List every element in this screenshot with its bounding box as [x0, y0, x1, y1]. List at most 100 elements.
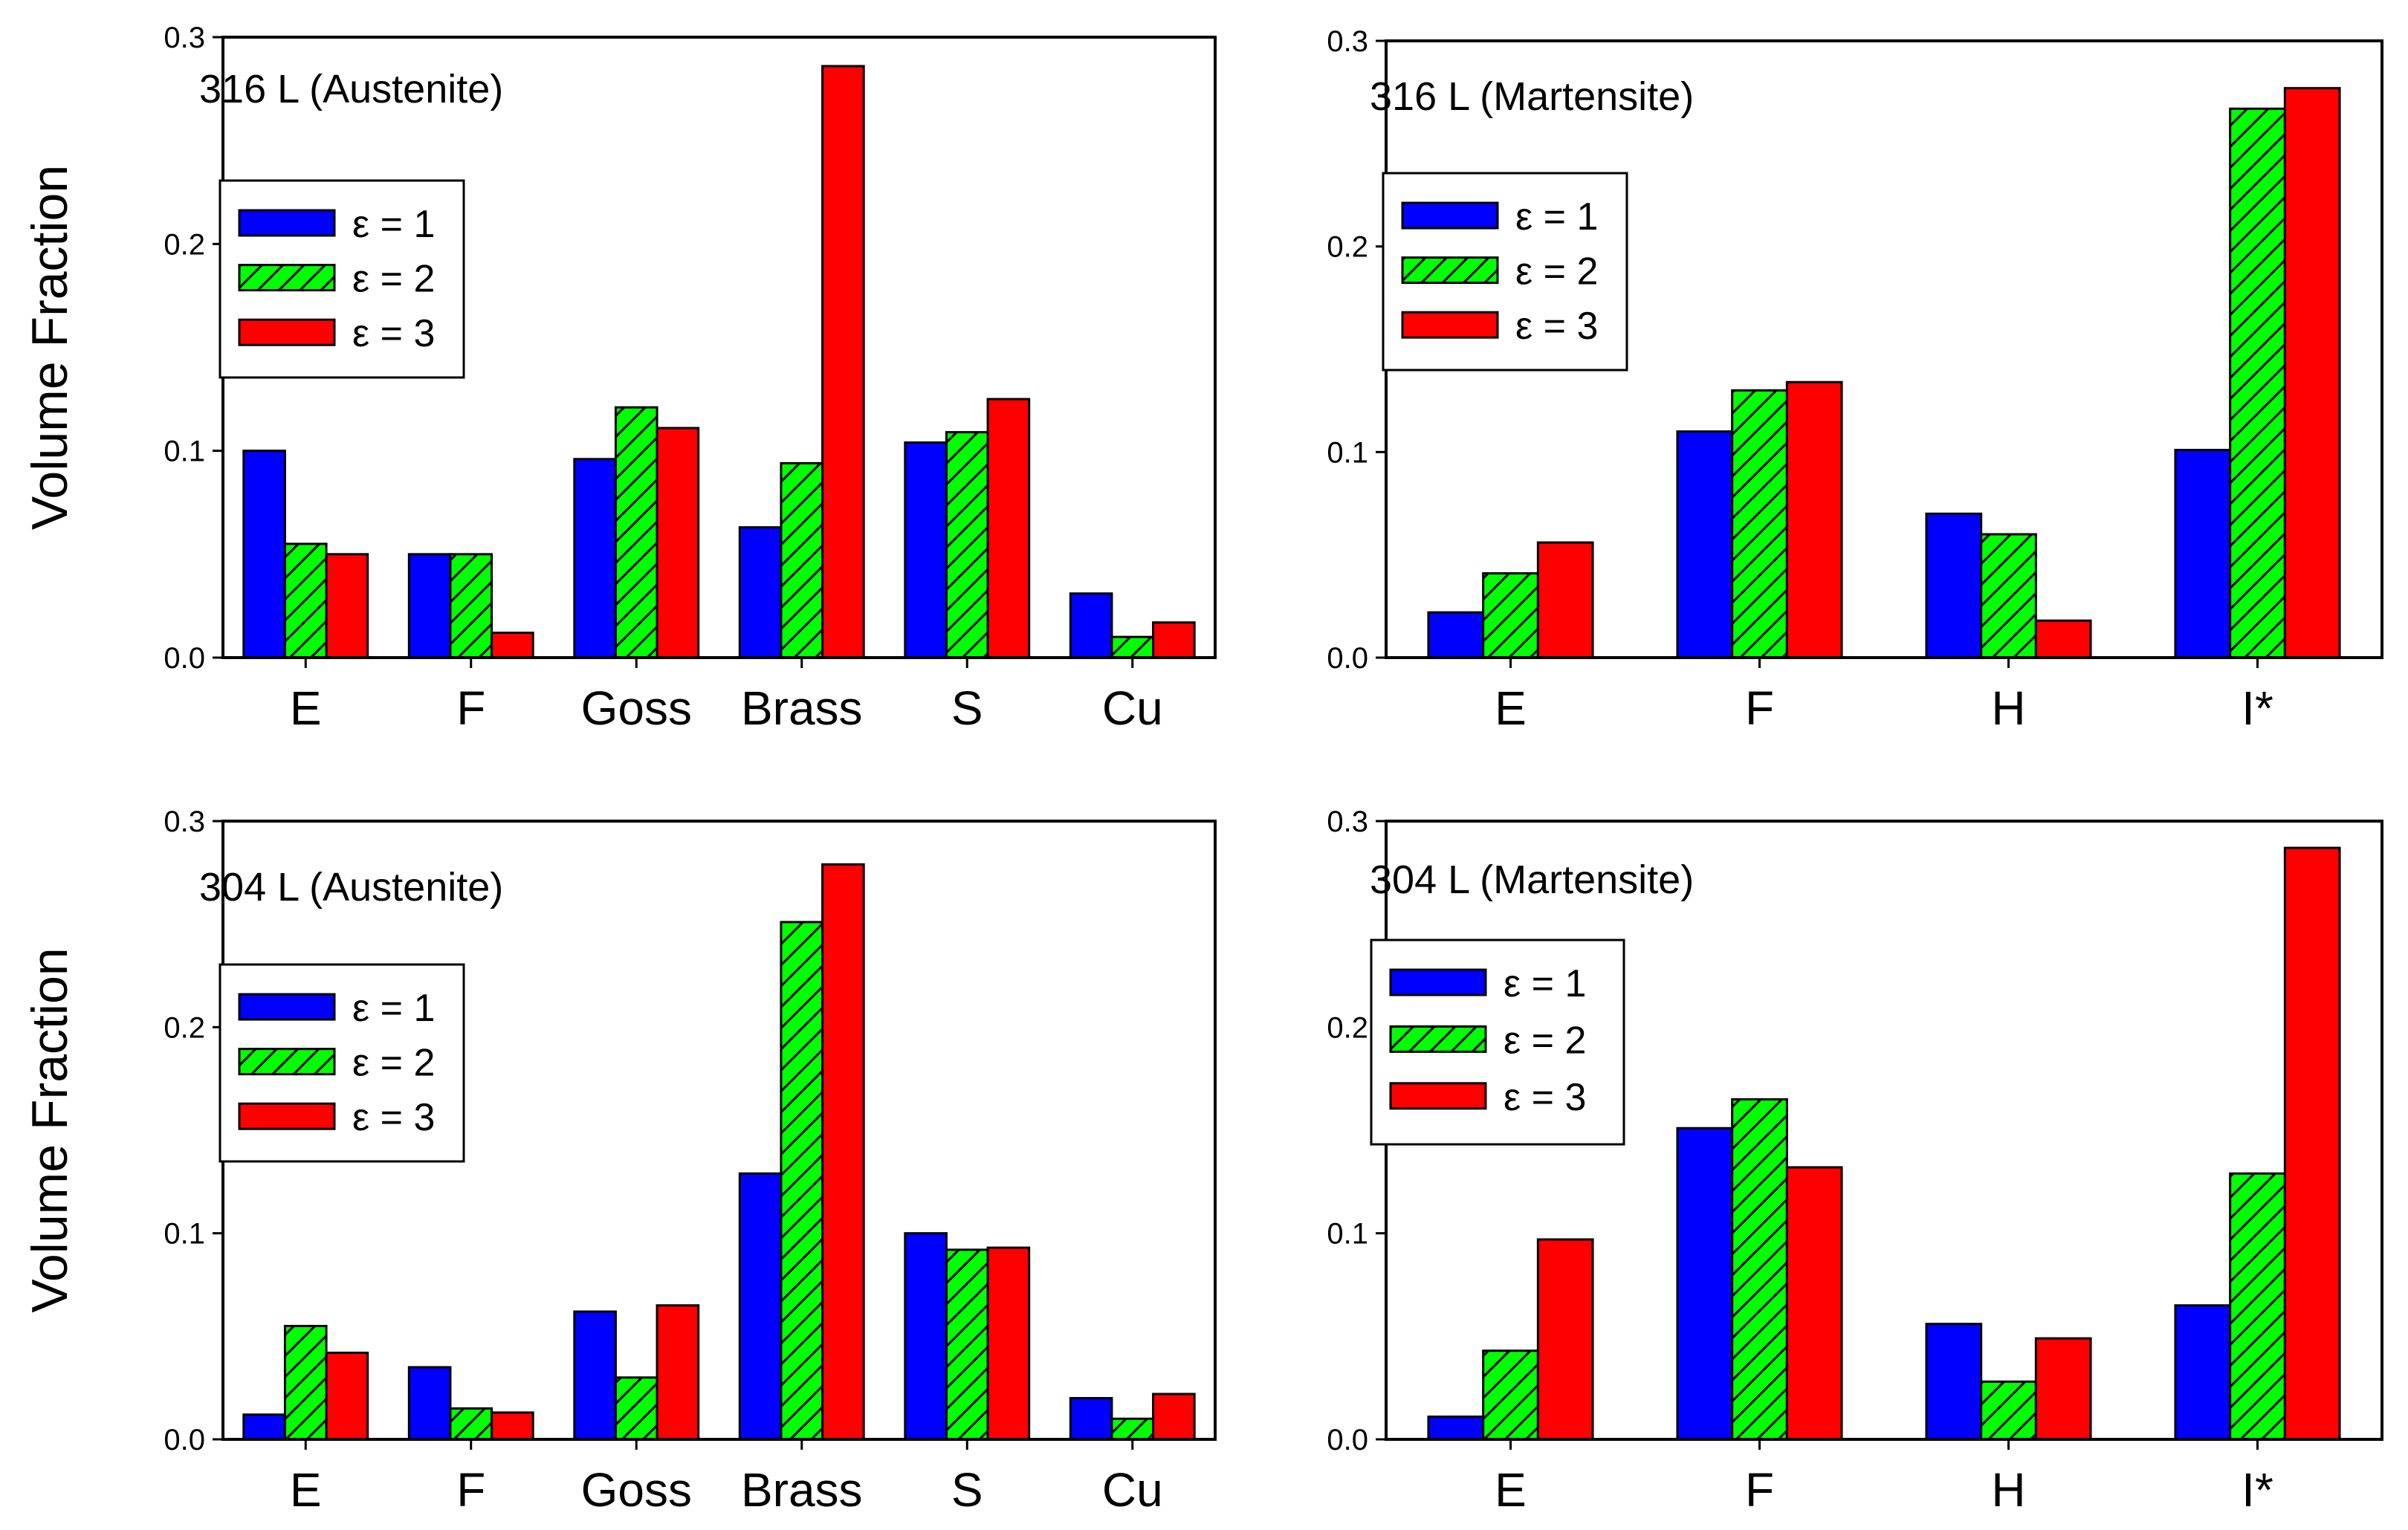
bar-series-2 [780, 921, 824, 1441]
bar-series-3 [1785, 1166, 1843, 1441]
y-tick-label: 0.3 [1327, 805, 1368, 838]
y-tick-label: 0.1 [164, 1218, 205, 1251]
legend: ε = 1 ε = 2 ε = 3 [219, 179, 465, 379]
y-tick-label: 0.1 [164, 435, 205, 468]
legend-label: ε = 3 [352, 312, 435, 355]
legend-label: ε = 1 [352, 203, 435, 246]
bar-series-1 [1925, 1323, 1983, 1441]
x-tick-label: E [290, 1463, 322, 1517]
bar-series-1 [738, 526, 783, 659]
bar-series-1 [1925, 512, 1983, 659]
bar-series-1 [1069, 1397, 1113, 1441]
y-tick-label: 0.0 [1327, 642, 1368, 675]
bar-series-3 [2283, 87, 2341, 659]
bar-series-2 [945, 1248, 989, 1441]
bar-series-2 [449, 1407, 493, 1441]
x-tick-label: S [951, 1463, 983, 1517]
legend-label: ε = 1 [1515, 195, 1598, 239]
chart-panel-4: 0.0 0.1 0.2 0.3 E F H I* 304 L (Martensite) ε = 1… [1327, 805, 2383, 1517]
legend: ε = 1 ε = 2 ε = 3 [1370, 939, 1625, 1146]
x-tick-label: Goss [581, 1463, 692, 1517]
x-tick-label: Cu [1102, 681, 1163, 735]
legend-label: ε = 2 [1504, 1019, 1586, 1062]
bar-series-2 [2229, 107, 2286, 659]
legend-swatch-1 [238, 209, 336, 237]
legend: ε = 1 ε = 2 ε = 3 [1382, 172, 1628, 372]
bar-series-1 [1427, 1415, 1485, 1441]
x-tick-label: F [456, 681, 485, 735]
bar-series-1 [738, 1172, 783, 1441]
bar-series-2 [1731, 1098, 1788, 1441]
bar-series-1 [242, 1413, 286, 1441]
bar-series-2 [945, 431, 989, 659]
bar-series-3 [2034, 1337, 2092, 1441]
x-tick-label: Brass [741, 1463, 863, 1517]
panel-title: 304 L (Austenite) [199, 865, 503, 910]
legend-label: ε = 3 [1504, 1076, 1586, 1119]
bar-series-3 [986, 1246, 1031, 1441]
bar-series-1 [1069, 592, 1113, 659]
panel-title: 304 L (Martensite) [1370, 858, 1694, 902]
legend-label: ε = 3 [352, 1096, 435, 1139]
bar-series-1 [573, 1310, 617, 1441]
legend-swatch-2 [1401, 256, 1499, 285]
legend-label: ε = 2 [1515, 250, 1598, 294]
y-tick-label: 0.0 [164, 1424, 205, 1456]
y-tick-label: 0.0 [164, 642, 205, 675]
legend-swatch-1 [238, 993, 336, 1021]
bar-series-2 [1110, 635, 1155, 659]
y-tick-label: 0.1 [1327, 1218, 1368, 1251]
x-tick-label: I* [2242, 681, 2273, 735]
legend-label: ε = 2 [352, 258, 435, 301]
bar-series-3 [1536, 1238, 1594, 1441]
bar-series-3 [986, 398, 1031, 659]
x-tick-label: E [1495, 1463, 1527, 1517]
legend-label: ε = 1 [1504, 962, 1586, 1005]
legend-label: ε = 2 [352, 1042, 435, 1085]
x-tick-label: E [290, 681, 322, 735]
chart-panel-1: 0.0 0.1 0.2 0.3 E F Goss Brass S Cu 316 L (Austeni… [22, 22, 1217, 735]
x-tick-label: H [1991, 1463, 2025, 1517]
y-tick-label: 0.2 [1327, 1011, 1368, 1044]
legend-swatch-3 [238, 318, 336, 346]
bar-series-3 [491, 632, 534, 659]
legend-swatch-1 [1401, 201, 1499, 230]
bar-series-2 [1110, 1417, 1155, 1441]
bar-series-1 [242, 450, 286, 659]
legend-swatch-3 [1389, 1082, 1487, 1110]
y-tick-label: 0.1 [1327, 436, 1368, 469]
bar-series-1 [2174, 449, 2232, 659]
x-tick-label: F [1745, 1463, 1774, 1517]
y-tick-label: 0.2 [164, 228, 205, 261]
bar-series-1 [407, 1366, 452, 1441]
legend-swatch-2 [238, 264, 336, 292]
bar-series-2 [1731, 389, 1788, 659]
y-tick-label: 0.0 [1327, 1424, 1368, 1456]
bar-series-2 [1482, 1349, 1539, 1441]
bar-series-2 [614, 1376, 658, 1441]
bar-series-2 [1482, 572, 1539, 659]
bar-series-3 [656, 427, 700, 659]
x-tick-label: F [456, 1463, 485, 1517]
bar-series-1 [2174, 1304, 2232, 1441]
bar-series-2 [2229, 1172, 2286, 1441]
bar-series-3 [821, 65, 865, 659]
bar-series-3 [325, 1352, 369, 1441]
bar-series-1 [904, 1232, 948, 1441]
y-tick-label: 0.3 [1327, 25, 1368, 58]
legend-swatch-1 [1389, 968, 1487, 996]
bar-series-2 [1980, 533, 2037, 659]
legend-swatch-2 [238, 1048, 336, 1076]
bar-series-2 [614, 406, 658, 659]
bar-series-1 [1676, 1127, 1734, 1441]
legend-swatch-2 [1389, 1025, 1487, 1053]
bar-series-2 [1980, 1380, 2037, 1441]
bar-series-3 [325, 553, 369, 659]
y-tick-label: 0.3 [164, 805, 205, 838]
legend-label: ε = 1 [352, 987, 435, 1030]
y-axis-label: Volume Fraction [22, 165, 78, 530]
bar-series-3 [1536, 541, 1594, 659]
bar-series-2 [283, 542, 328, 659]
bar-series-1 [1676, 430, 1734, 659]
